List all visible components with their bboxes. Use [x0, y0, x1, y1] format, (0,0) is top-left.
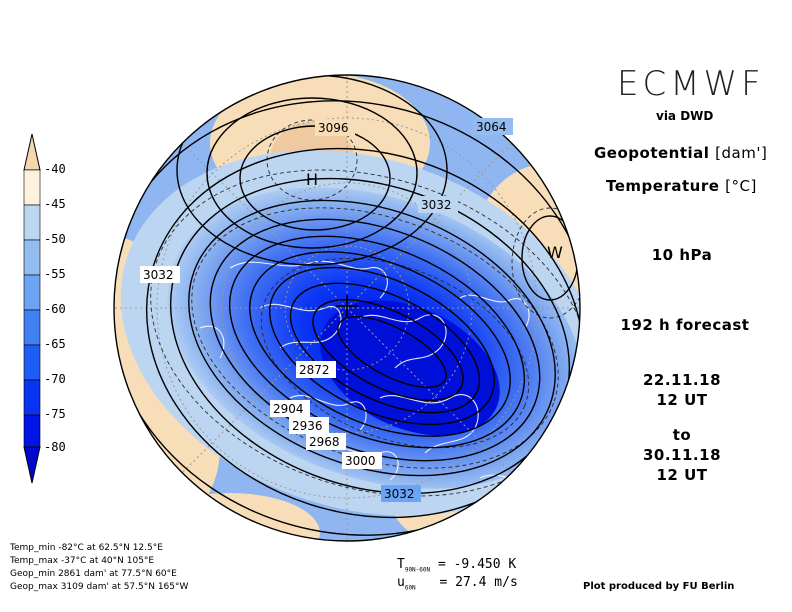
temperature-index-value: = -9.450 K: [437, 557, 517, 572]
colorbar-band-2: [23, 204, 41, 241]
to-label: to: [672, 426, 692, 444]
geopotential-contour: [269, 266, 495, 426]
contour-label-box: [140, 266, 180, 283]
stat-geop-min: Geop_min 2861 dam' at 77.5°N 60°E: [10, 569, 177, 579]
colorbar-tick: -75: [44, 407, 66, 421]
colorbar-tick: -50: [44, 232, 66, 246]
colorbar-band-1: [23, 169, 41, 206]
temperature-contour: [260, 257, 530, 449]
contour-label: 3096: [318, 121, 349, 135]
init-time: 12 UT: [656, 391, 708, 409]
colorbar-band-4: [23, 274, 41, 311]
meridian: [346, 142, 513, 309]
field-geopotential: Geopotential [dam']: [594, 144, 767, 162]
temperature-colorbar: [23, 133, 41, 484]
contour-label: 3032: [384, 487, 415, 501]
coastline: [259, 303, 342, 349]
high-pressure-label: H: [306, 170, 318, 189]
contour-label-box: [342, 452, 382, 469]
field-temperature: Temperature [°C]: [606, 177, 757, 195]
geopotential-contour: [337, 316, 447, 388]
contour-label-box: [381, 485, 421, 502]
field-geopotential-label: Geopotential: [594, 144, 710, 162]
init-date: 22.11.18: [642, 371, 722, 389]
colorbar-band-7: [23, 379, 41, 416]
stat-temp-min: Temp_min -82°C at 62.5°N 12.5°E: [10, 543, 163, 553]
colorbar-band-5: [23, 309, 41, 346]
colorbar-top-arrow: [23, 133, 41, 171]
temperature-index-subscript: 90N-60N: [404, 566, 431, 574]
contour-label: 3000: [345, 454, 376, 468]
temperature-contour: [511, 207, 580, 319]
contour-label: 2872: [299, 363, 330, 377]
contour-label: 3032: [421, 198, 452, 212]
forecast-lead: 192 h forecast: [620, 316, 750, 334]
coastline: [359, 314, 447, 369]
temperature-index-symbol: T: [397, 557, 405, 572]
colorbar-tick: -45: [44, 197, 66, 211]
contour-label-box: [306, 433, 346, 450]
temperature-contour: [266, 119, 358, 201]
contour-label: 2904: [273, 402, 304, 416]
contour-label-box: [418, 196, 458, 213]
field-temperature-unit: [°C]: [725, 177, 757, 195]
colorbar-bottom-arrow: [23, 446, 41, 484]
warm-label: W: [547, 243, 563, 262]
geopotential-contour: [176, 75, 448, 266]
contour-label: 3032: [143, 268, 174, 282]
geopotential-contour: [206, 97, 418, 249]
meridian: [181, 142, 348, 309]
contour-label-box: [315, 119, 355, 136]
coastline: [459, 294, 530, 329]
coastline: [289, 395, 367, 431]
colorbar-tick: -80: [44, 440, 66, 454]
brand-title: ECMWF: [617, 64, 765, 104]
stat-temp-max: Temp_max -37°C at 40°N 105°E: [10, 556, 155, 566]
contour-label: 2968: [309, 435, 340, 449]
colorbar-tick: -65: [44, 337, 66, 351]
geopotential-contour: [312, 298, 464, 402]
credit-label: Plot produced by FU Berlin: [583, 581, 735, 592]
field-temperature-label: Temperature: [606, 177, 720, 195]
colorbar-band-8: [23, 414, 41, 448]
contour-label-box: [473, 118, 513, 135]
contour-label-box: [289, 417, 329, 434]
wind-index-subscript: 60N: [404, 584, 416, 592]
coastline: [199, 325, 225, 359]
wind-index: u60N = 27.4 m/s: [397, 575, 518, 592]
geopotential-contour: [228, 235, 526, 449]
stat-geop-max: Geop_max 3109 dam' at 57.5°N 165°W: [10, 582, 189, 592]
contour-label-box: [270, 400, 310, 417]
temperature-contours: [150, 119, 580, 497]
field-geopotential-unit: [dam']: [715, 144, 768, 162]
wind-index-value: = 27.4 m/s: [439, 575, 518, 590]
geopotential-contour: [114, 100, 580, 536]
colorbar-tick: -40: [44, 162, 66, 176]
wind-index-symbol: u: [397, 575, 405, 590]
source-label: via DWD: [656, 109, 714, 123]
polar-map: H W 3096 3064 3032 3032 2872 2904 2936 2…: [113, 74, 581, 542]
geopotential-contour: [249, 251, 511, 437]
contour-label: 3064: [476, 120, 507, 134]
geopotential-contour: [188, 199, 556, 477]
geopotential-contour: [289, 282, 481, 414]
meridian: [346, 307, 513, 474]
valid-date: 30.11.18: [642, 446, 722, 464]
temperature-index: T90N-60N = -9.450 K: [397, 557, 516, 574]
valid-time: 12 UT: [656, 466, 708, 484]
map-border: [113, 74, 581, 542]
colorbar-tick: -60: [44, 302, 66, 316]
colorbar-band-6: [23, 344, 41, 381]
temperature-contour: [191, 207, 559, 469]
contour-label-box: [296, 361, 336, 378]
colorbar-tick: -70: [44, 372, 66, 386]
north-pole-marker: [336, 295, 358, 317]
pressure-level: 10 hPa: [651, 246, 713, 264]
meridian: [181, 307, 348, 474]
geopotential-contours: [114, 75, 580, 536]
colorbar-band-3: [23, 239, 41, 276]
contour-label: 2936: [292, 419, 323, 433]
colorbar-tick: -55: [44, 267, 66, 281]
